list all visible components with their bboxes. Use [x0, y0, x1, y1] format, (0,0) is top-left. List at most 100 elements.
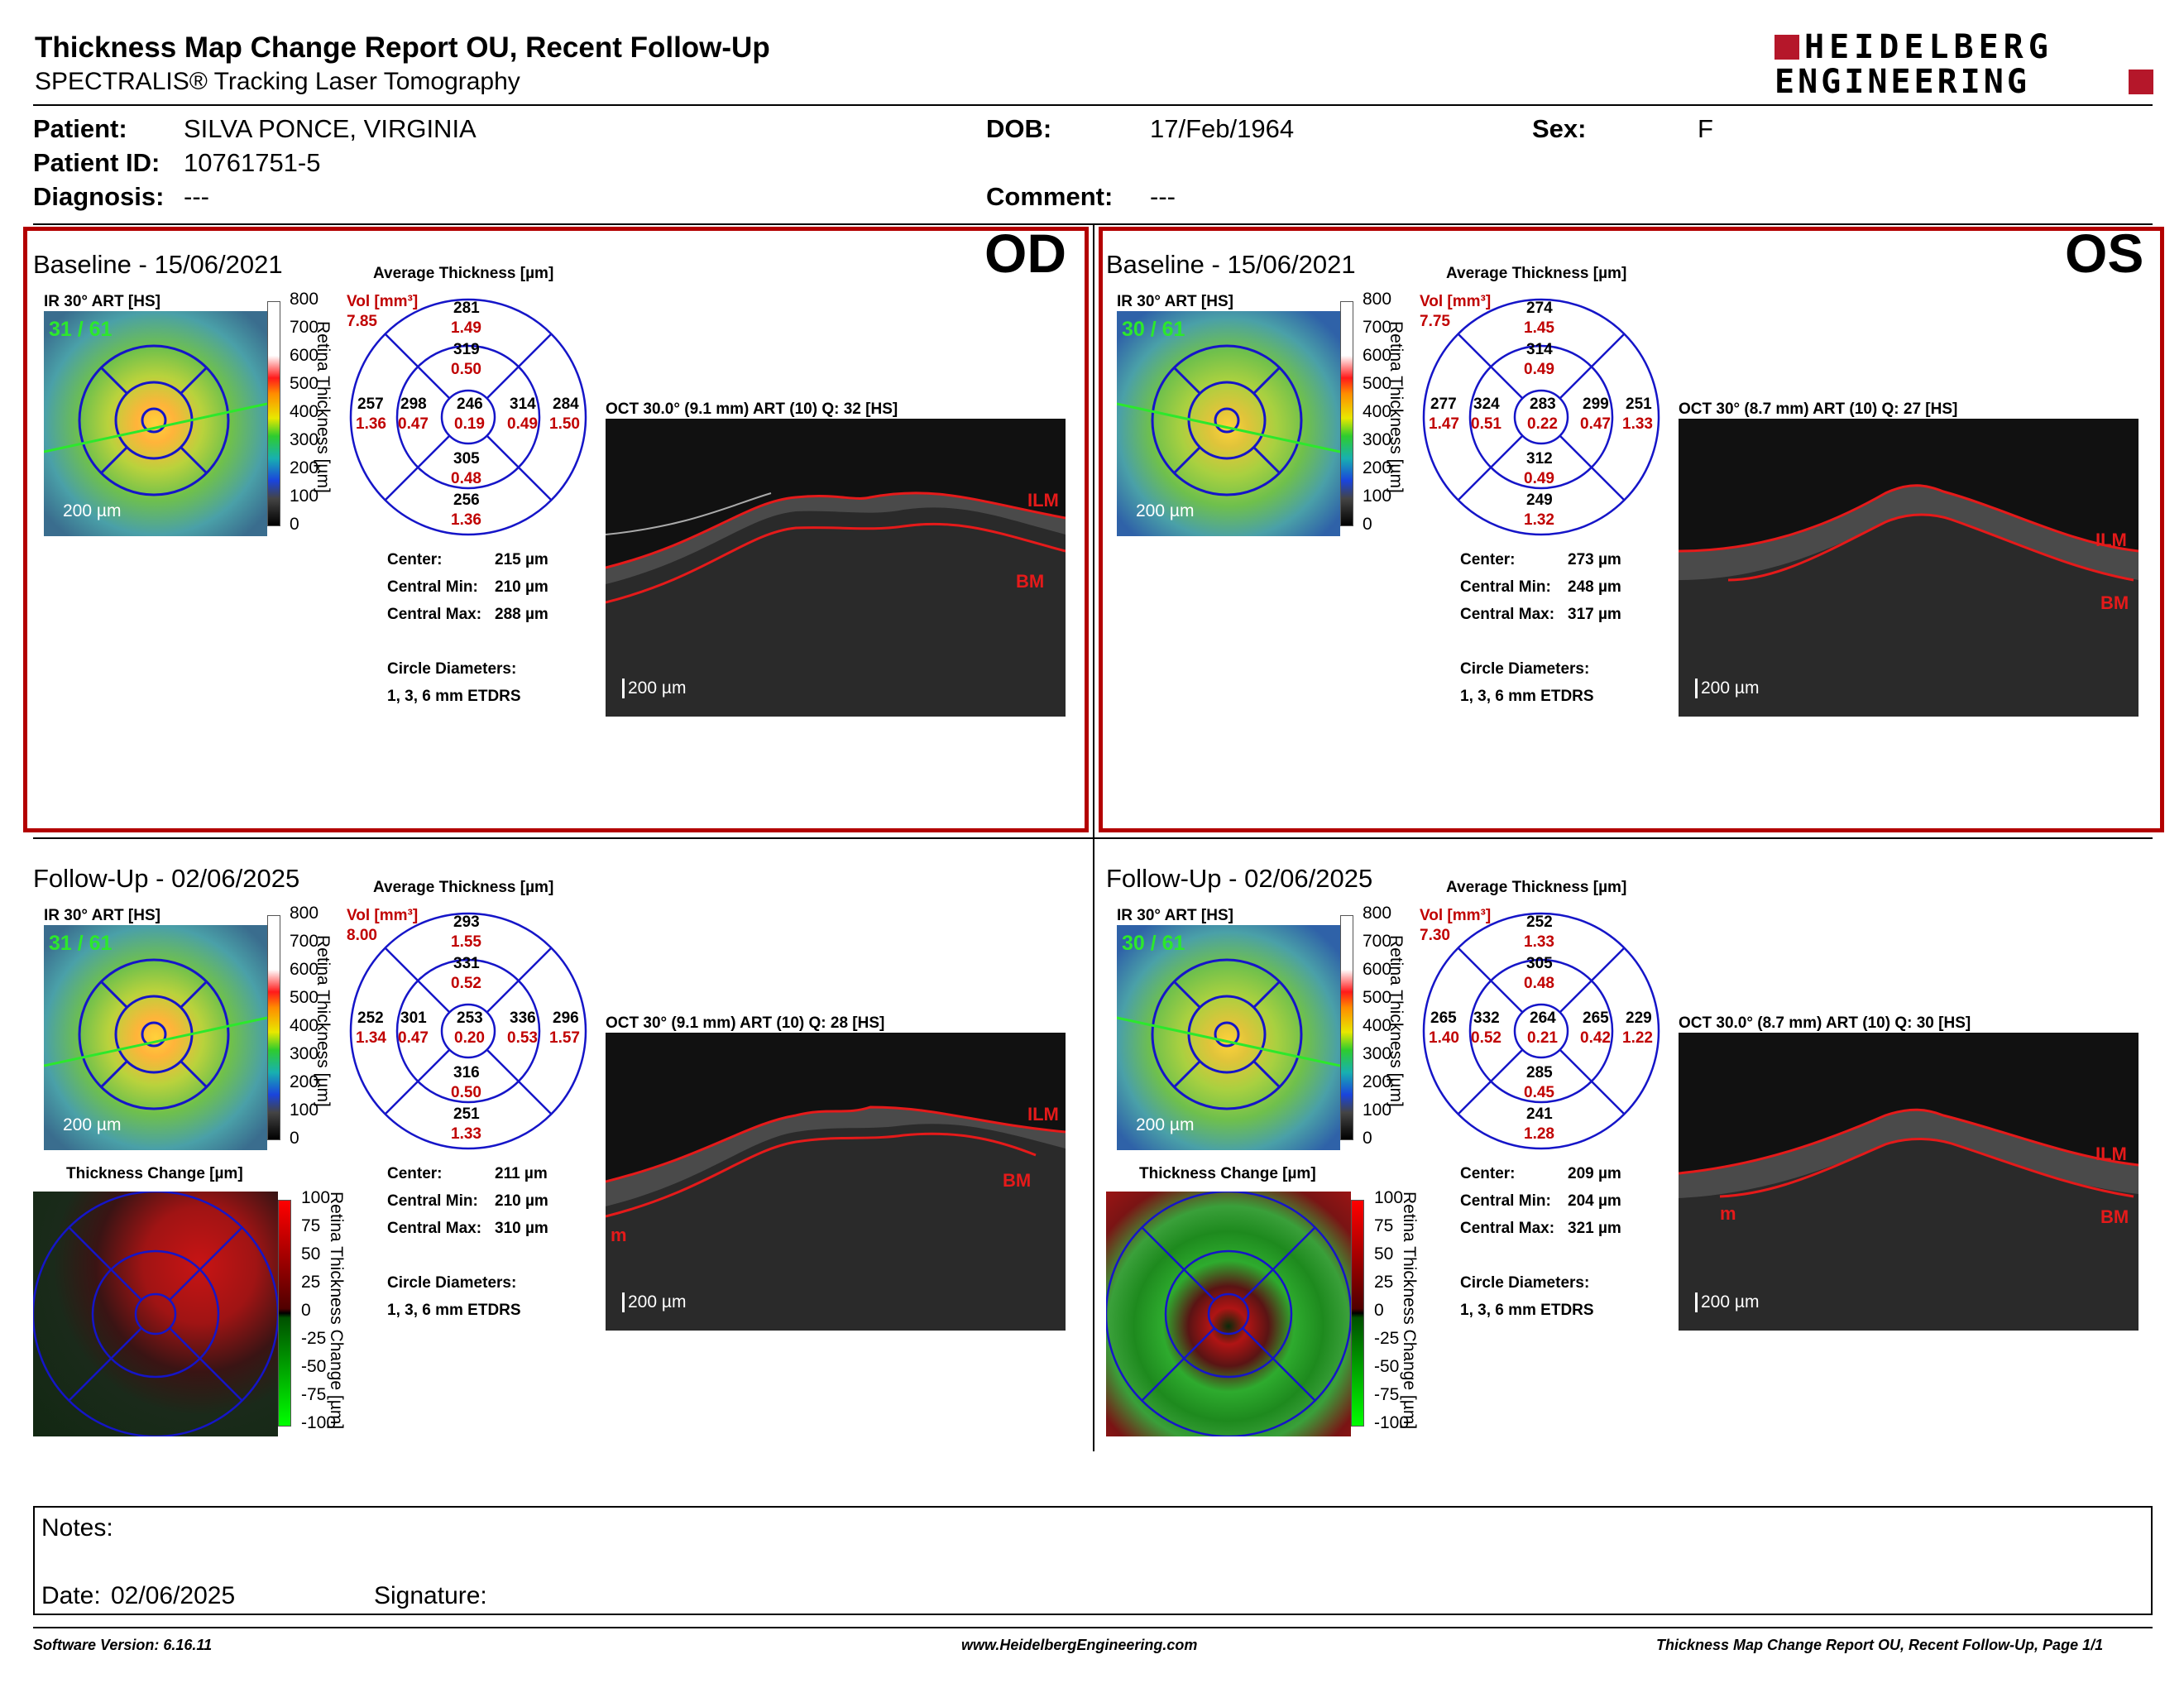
tick-label: -75 — [1374, 1385, 1400, 1404]
od-baseline-inner-sup-thickness: 319 — [453, 341, 480, 358]
os-baseline-outer-left-thickness: 277 — [1430, 396, 1457, 413]
tick-label: 100 — [290, 487, 319, 506]
tick-label: 0 — [301, 1301, 311, 1320]
os-baseline-outer-right-vol: 1.33 — [1622, 415, 1653, 433]
os-baseline-outer-right-thickness: 251 — [1626, 396, 1652, 413]
dob-label: DOB: — [986, 114, 1052, 143]
os-followup-outer-sup-vol: 1.33 — [1524, 933, 1554, 951]
os-baseline-fundus-image: 30 / 61 200 µm — [1117, 311, 1340, 536]
od-baseline-oct-scan: ILM BM 200 µm — [606, 419, 1066, 717]
os-followup-etdrs-chart — [1420, 910, 1662, 1152]
od-followup-inner-right-thickness: 336 — [510, 1009, 536, 1027]
tick-label: 100 — [301, 1188, 331, 1207]
os-change-ticks: 100 75 50 25 0 -25 -50 -75 -100 — [1374, 1188, 1415, 1436]
od-baseline-inner-left-vol: 0.47 — [398, 415, 429, 433]
os-baseline-center-vol: 0.22 — [1527, 415, 1558, 433]
notes-label: Notes: — [41, 1514, 113, 1542]
od-followup-oct-scale: 200 µm — [622, 1292, 686, 1312]
od-baseline-center-value: 215 µm — [495, 551, 548, 568]
os-baseline-inner-right-vol: 0.47 — [1580, 415, 1611, 433]
tick-label: -50 — [301, 1357, 327, 1376]
od-followup-outer-right-thickness: 296 — [553, 1009, 579, 1027]
od-baseline-outer-right-thickness: 284 — [553, 396, 579, 413]
tick-label: 100 — [1374, 1188, 1404, 1207]
os-baseline-ir-label: IR 30° ART [HS] — [1117, 293, 1233, 310]
diagnosis-value: --- — [184, 182, 209, 211]
os-baseline-outer-inf-thickness: 249 — [1526, 492, 1553, 509]
tick-label: 400 — [290, 1016, 319, 1035]
od-baseline-inner-right-thickness: 314 — [510, 396, 536, 413]
od-followup-center-vol: 0.20 — [454, 1029, 485, 1047]
tick-label: 500 — [290, 988, 319, 1007]
od-followup-ilm-label: ILM — [1027, 1104, 1059, 1125]
od-baseline-center-label: Center: — [387, 551, 443, 568]
od-followup-vol-label: Vol [mm³] — [347, 907, 419, 924]
od-baseline-central-min-label: Central Min: — [387, 578, 478, 596]
patient-label: Patient: — [33, 114, 127, 143]
tick-label: 400 — [1363, 1016, 1392, 1035]
tick-label: 800 — [1363, 904, 1392, 923]
os-baseline-oct-scale: 200 µm — [1695, 679, 1759, 698]
diagnosis-label: Diagnosis: — [33, 182, 165, 211]
os-baseline-ilm-label: ILM — [2095, 530, 2127, 550]
date-value: 02/06/2025 — [111, 1582, 236, 1609]
os-followup-inner-left-thickness: 332 — [1473, 1009, 1500, 1027]
od-baseline-vol-total: 7.85 — [347, 313, 377, 330]
os-followup-oct-scale: 200 µm — [1695, 1292, 1759, 1312]
os-baseline-vol-total: 7.75 — [1420, 313, 1450, 330]
tick-label: 300 — [290, 1044, 319, 1063]
od-baseline-etdrs-grid — [44, 344, 267, 496]
os-followup-outer-right-vol: 1.22 — [1622, 1029, 1653, 1047]
os-baseline-circle-diam-value: 1, 3, 6 mm ETDRS — [1460, 688, 1594, 705]
od-followup-m-label: m — [611, 1225, 627, 1245]
os-baseline-outer-left-vol: 1.47 — [1429, 415, 1459, 433]
od-followup-central-max-label: Central Max: — [387, 1220, 482, 1237]
tick-label: 700 — [290, 932, 319, 951]
os-followup-central-min-value: 204 µm — [1568, 1192, 1621, 1210]
os-baseline-oct-title: OCT 30° (8.7 mm) ART (10) Q: 27 [HS] — [1679, 400, 1958, 418]
od-change-map — [33, 1192, 278, 1436]
dob-value: 17/Feb/1964 — [1150, 114, 1295, 143]
tick-label: 75 — [301, 1216, 321, 1235]
od-baseline-circle-diam-label: Circle Diameters: — [387, 660, 517, 678]
os-followup-outer-right-thickness: 229 — [1626, 1009, 1652, 1027]
od-change-axis-label: Retina Thickness Change [µm] — [327, 1192, 346, 1430]
os-followup-outer-inf-vol: 1.28 — [1524, 1125, 1554, 1143]
os-followup-vol-total: 7.30 — [1420, 927, 1450, 944]
patient-name: SILVA PONCE, VIRGINIA — [184, 114, 477, 143]
os-baseline-oct-scan: ILM BM 200 µm — [1679, 419, 2138, 717]
tick-label: 500 — [1363, 988, 1392, 1007]
os-followup-frame-count: 30 / 61 — [1122, 932, 1185, 955]
tick-label: -75 — [301, 1385, 327, 1404]
od-baseline-thickness-ticks: 800 700 600 500 400 300 200 100 0 — [290, 290, 323, 538]
tick-label: -25 — [301, 1329, 327, 1348]
od-followup-etdrs-chart — [347, 910, 589, 1152]
os-followup-inner-sup-vol: 0.48 — [1524, 975, 1554, 992]
footer-website[interactable]: www.HeidelbergEngineering.com — [961, 1637, 1198, 1653]
od-baseline-central-max-label: Central Max: — [387, 606, 482, 623]
od-baseline-thickness-axis-label: Retina Thickness [µm] — [314, 321, 333, 493]
od-followup-thickness-colorbar — [267, 915, 280, 1140]
od-followup-oct-title: OCT 30° (9.1 mm) ART (10) Q: 28 [HS] — [606, 1014, 885, 1032]
tick-label: 50 — [1374, 1244, 1394, 1264]
header-divider — [33, 104, 2153, 106]
od-followup-central-min-label: Central Min: — [387, 1192, 478, 1210]
os-baseline-center-value: 273 µm — [1568, 551, 1621, 568]
logo-line-2: ENGINEERING — [1774, 63, 2030, 101]
os-followup-oct-scan: ILM BM m 200 µm — [1679, 1033, 2138, 1331]
os-baseline-thickness-ticks: 800 700 600 500 400 300 200 100 0 — [1363, 290, 1396, 538]
os-baseline-inner-right-thickness: 299 — [1583, 396, 1609, 413]
tick-label: 800 — [1363, 290, 1392, 309]
os-change-title: Thickness Change [µm] — [1139, 1165, 1316, 1182]
od-baseline-inner-left-thickness: 298 — [400, 396, 427, 413]
os-followup-inner-right-thickness: 265 — [1583, 1009, 1609, 1027]
od-change-colorbar — [278, 1200, 291, 1427]
tick-label: -100 — [301, 1413, 337, 1432]
tick-label: 200 — [1363, 458, 1392, 477]
od-followup-circle-diam-value: 1, 3, 6 mm ETDRS — [387, 1302, 521, 1319]
os-baseline-outer-sup-vol: 1.45 — [1524, 319, 1554, 337]
od-eye-label: OD — [984, 223, 1066, 284]
od-followup-oct-scan: ILM BM m 200 µm — [606, 1033, 1066, 1331]
tick-label: 800 — [290, 904, 319, 923]
od-followup-outer-left-vol: 1.34 — [356, 1029, 386, 1047]
